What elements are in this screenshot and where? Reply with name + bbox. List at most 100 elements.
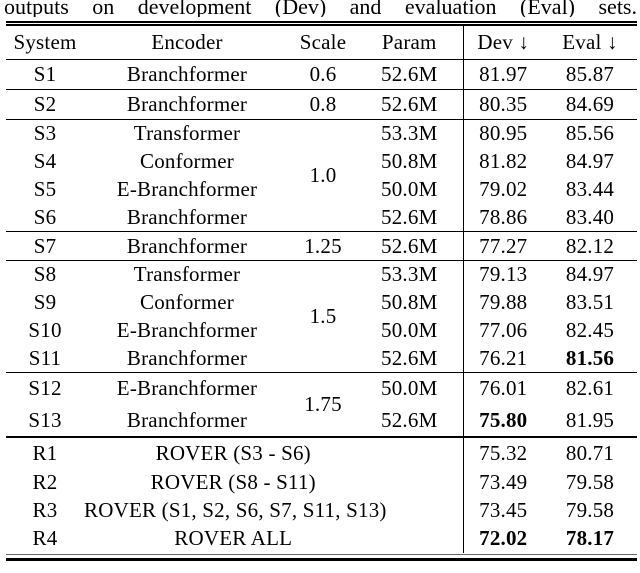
table-row-r3: R3 ROVER (S1, S2, S6, S7, S11, S13) 73.4… bbox=[6, 496, 637, 525]
cell-system: S3 bbox=[33, 121, 57, 146]
header-eval: Eval ↓ bbox=[562, 29, 618, 54]
section-scale-1.0: S3 Transformer 1.0 53.3M 80.95 85.56 S4 … bbox=[6, 119, 637, 232]
table-top-rule-line2 bbox=[6, 24, 637, 26]
cell-dev: 80.95 bbox=[462, 119, 543, 148]
table-caption: outputs on development (Dev) and evaluat… bbox=[4, 0, 637, 17]
cell-scale-merged: 1.75 bbox=[304, 391, 342, 416]
cell-rover-label: ROVER (S8 - S11) bbox=[150, 470, 316, 494]
cell-dev: 79.88 bbox=[462, 288, 543, 317]
cell-param: 50.8M bbox=[381, 149, 438, 173]
cell-system: S13 bbox=[28, 407, 62, 432]
section-scale-0.8: S2 Branchformer 0.8 52.6M 80.35 84.69 bbox=[6, 89, 637, 120]
cell-param: 52.6M bbox=[381, 62, 438, 86]
cell-system: R4 bbox=[32, 526, 58, 550]
table-bottom-rule-thin bbox=[6, 553, 637, 555]
cell-system: S11 bbox=[28, 345, 62, 370]
cell-eval: 83.44 bbox=[565, 177, 615, 201]
cell-eval: 81.95 bbox=[565, 407, 615, 432]
cell-dev: 81.82 bbox=[462, 147, 543, 176]
cell-param: 50.0M bbox=[381, 318, 438, 342]
cell-system: S8 bbox=[33, 262, 57, 287]
cell-dev: 78.86 bbox=[462, 203, 543, 232]
cell-dev: 79.02 bbox=[462, 175, 543, 204]
cell-param: 52.6M bbox=[381, 345, 438, 370]
cell-encoder: Transformer bbox=[133, 121, 241, 146]
table-row-s1: S1 Branchformer 0.6 52.6M 81.97 85.87 bbox=[6, 59, 637, 90]
table-row-s4: S4 Conformer 50.8M 81.82 84.97 bbox=[6, 147, 637, 176]
cell-param: 50.0M bbox=[381, 177, 438, 201]
cell-dev: 79.13 bbox=[462, 260, 543, 289]
table-row-s2: S2 Branchformer 0.8 52.6M 80.35 84.69 bbox=[6, 89, 637, 120]
cell-scale: 0.8 bbox=[309, 92, 337, 116]
cell-system: S1 bbox=[33, 62, 57, 86]
cell-param: 50.0M bbox=[381, 376, 438, 401]
cell-system: S2 bbox=[33, 92, 57, 116]
cell-eval: 85.56 bbox=[565, 121, 615, 146]
section-scale-1.75: S12 E-Branchformer 1.75 50.0M 76.01 82.6… bbox=[6, 372, 637, 437]
cell-eval: 85.87 bbox=[565, 62, 615, 86]
cell-system: S6 bbox=[33, 204, 57, 229]
cell-dev: 77.27 bbox=[462, 231, 543, 261]
table-row-r2: R2 ROVER (S8 - S11) 73.49 79.58 bbox=[6, 468, 637, 497]
cell-dev-best: 72.02 bbox=[462, 524, 543, 553]
cell-system: R2 bbox=[32, 470, 58, 494]
cell-scale-merged: 1.5 bbox=[309, 304, 337, 328]
cell-encoder: Conformer bbox=[140, 149, 234, 173]
section-scale-1.25: S7 Branchformer 1.25 52.6M 77.27 82.12 bbox=[6, 231, 637, 261]
cell-eval-best: 78.17 bbox=[565, 526, 615, 550]
header-row: System Encoder Scale Param Dev ↓ Eval ↓ bbox=[6, 25, 637, 60]
cell-dev: 76.21 bbox=[462, 344, 543, 373]
cell-dev: 77.06 bbox=[462, 316, 543, 345]
table-row-s3: S3 Transformer 1.0 53.3M 80.95 85.56 bbox=[6, 119, 637, 187]
cell-scale-merged: 1.0 bbox=[309, 163, 337, 187]
cell-system: S5 bbox=[33, 177, 57, 201]
cell-encoder: Branchformer bbox=[126, 345, 248, 370]
cell-param: 52.6M bbox=[381, 204, 438, 229]
cell-rover-label: ROVER (S3 - S6) bbox=[155, 440, 311, 465]
cell-scale: 1.25 bbox=[304, 233, 342, 258]
cell-dev: 73.45 bbox=[462, 496, 543, 525]
cell-encoder: E-Branchformer bbox=[116, 376, 258, 401]
table-row-s12: S12 E-Branchformer 1.75 50.0M 76.01 82.6… bbox=[6, 372, 637, 416]
header-encoder: Encoder bbox=[151, 29, 223, 54]
cell-param: 50.8M bbox=[381, 290, 438, 314]
header-system: System bbox=[13, 29, 77, 54]
cell-scale: 0.6 bbox=[309, 62, 337, 86]
header-scale: Scale bbox=[299, 29, 347, 54]
cell-system: R1 bbox=[32, 440, 58, 465]
cell-system: R3 bbox=[32, 498, 58, 522]
results-table: System Encoder Scale Param Dev ↓ Eval ↓ … bbox=[6, 25, 637, 553]
cell-encoder: Branchformer bbox=[126, 204, 248, 229]
cell-encoder: Branchformer bbox=[126, 407, 248, 432]
section-scale-1.5: S8 Transformer 1.5 53.3M 79.13 84.97 S9 … bbox=[6, 260, 637, 373]
cell-eval: 84.97 bbox=[565, 149, 615, 173]
cell-param: 53.3M bbox=[381, 121, 438, 146]
table-row-s9: S9 Conformer 50.8M 79.88 83.51 bbox=[6, 288, 637, 317]
table-row-r4: R4 ROVER ALL 72.02 78.17 bbox=[6, 524, 637, 553]
cell-dev-best: 75.80 bbox=[462, 404, 543, 437]
cell-eval: 84.97 bbox=[565, 262, 615, 287]
cell-dev: 76.01 bbox=[462, 372, 543, 405]
cell-encoder: E-Branchformer bbox=[116, 177, 258, 201]
cell-eval-best: 81.56 bbox=[565, 345, 615, 370]
cell-rover-label: ROVER ALL bbox=[174, 526, 293, 550]
cell-eval: 80.71 bbox=[565, 440, 615, 465]
cell-param: 52.6M bbox=[381, 92, 438, 116]
table-row-s13: S13 Branchformer 52.6M 75.80 81.95 bbox=[6, 404, 637, 437]
cell-eval: 79.58 bbox=[565, 498, 615, 522]
cell-param: 52.6M bbox=[381, 407, 438, 432]
cell-system: S10 bbox=[28, 318, 62, 342]
cell-param: 53.3M bbox=[381, 262, 438, 287]
results-table-wrapper: System Encoder Scale Param Dev ↓ Eval ↓ … bbox=[6, 21, 637, 561]
header-param: Param bbox=[381, 29, 437, 54]
section-scale-0.6: S1 Branchformer 0.6 52.6M 81.97 85.87 bbox=[6, 59, 637, 90]
cell-dev: 81.97 bbox=[462, 59, 543, 90]
cell-dev: 75.32 bbox=[462, 436, 543, 469]
table-header: System Encoder Scale Param Dev ↓ Eval ↓ bbox=[6, 25, 637, 60]
cell-encoder: Conformer bbox=[140, 290, 234, 314]
cell-system: S4 bbox=[33, 149, 57, 173]
header-dev: Dev ↓ bbox=[462, 25, 543, 60]
cell-eval: 82.61 bbox=[565, 376, 615, 401]
cell-eval: 82.12 bbox=[565, 233, 615, 258]
